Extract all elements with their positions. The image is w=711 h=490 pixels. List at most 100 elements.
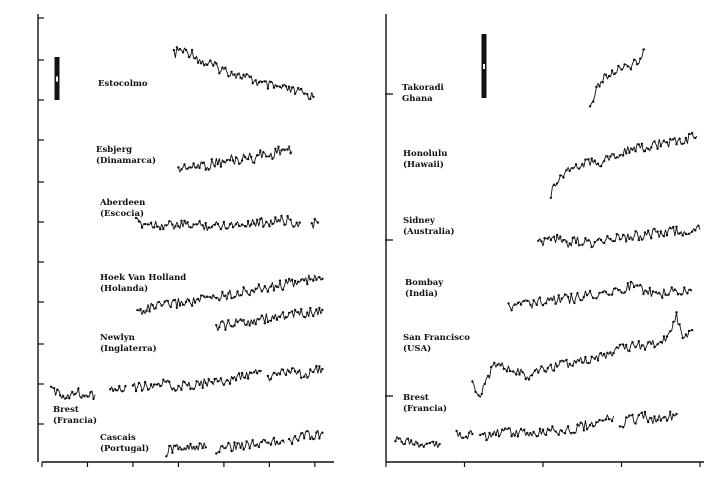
series-point bbox=[615, 233, 618, 236]
series-point bbox=[215, 324, 218, 327]
series-point bbox=[186, 167, 189, 170]
series-point bbox=[74, 392, 77, 395]
series-point bbox=[234, 222, 238, 226]
series-point bbox=[248, 324, 251, 327]
series-point bbox=[237, 372, 241, 375]
series-point bbox=[251, 439, 254, 442]
series-point bbox=[246, 377, 250, 380]
series-point bbox=[639, 283, 642, 287]
series-point bbox=[596, 238, 600, 241]
series-point bbox=[284, 85, 288, 88]
series-point bbox=[286, 148, 289, 151]
series-point bbox=[626, 282, 629, 285]
series-point bbox=[172, 299, 176, 302]
series-point bbox=[71, 390, 74, 394]
series-line bbox=[215, 437, 285, 454]
series-point bbox=[256, 154, 259, 157]
series-point bbox=[684, 232, 688, 236]
series-point bbox=[546, 237, 549, 240]
series-point bbox=[681, 336, 684, 340]
series-point bbox=[631, 238, 634, 241]
series-point bbox=[198, 383, 201, 387]
series-point bbox=[601, 419, 604, 422]
series-point bbox=[643, 348, 647, 351]
series-point bbox=[662, 139, 666, 142]
series-point bbox=[183, 380, 186, 384]
series-point bbox=[289, 218, 292, 221]
series-point bbox=[177, 384, 180, 388]
series-point bbox=[172, 48, 176, 52]
series-point bbox=[593, 240, 596, 244]
series-point bbox=[236, 442, 239, 445]
series-point bbox=[490, 365, 493, 369]
series-point bbox=[298, 221, 301, 224]
series-point bbox=[571, 167, 574, 170]
series-point bbox=[203, 63, 206, 67]
series-line bbox=[619, 411, 677, 428]
series-point bbox=[56, 388, 59, 391]
series-point bbox=[625, 343, 628, 347]
series-point bbox=[271, 222, 274, 226]
series-point bbox=[501, 428, 504, 431]
series-point bbox=[560, 297, 563, 300]
series-point bbox=[300, 432, 303, 435]
series-point bbox=[190, 48, 194, 52]
series-point bbox=[227, 319, 230, 322]
series-point bbox=[293, 370, 297, 373]
series-point bbox=[419, 444, 422, 447]
series-point bbox=[595, 297, 598, 300]
series-point bbox=[690, 230, 694, 233]
series-point bbox=[559, 360, 562, 363]
series-point bbox=[313, 217, 316, 221]
series-point bbox=[253, 371, 256, 374]
series-point bbox=[620, 68, 623, 71]
series-point bbox=[615, 346, 618, 349]
series-point bbox=[590, 157, 593, 160]
series-point bbox=[640, 344, 644, 347]
series-point bbox=[690, 328, 694, 332]
series-point bbox=[494, 433, 498, 437]
series-point bbox=[573, 431, 576, 435]
series-6: Brest(Francia) bbox=[49, 364, 324, 426]
series-point bbox=[687, 132, 691, 136]
series-point bbox=[196, 61, 200, 64]
series-point bbox=[236, 73, 239, 76]
series-point bbox=[413, 443, 416, 446]
series-point bbox=[617, 64, 620, 68]
series-point bbox=[212, 294, 215, 297]
series-name-label: Cascais bbox=[100, 433, 136, 443]
series-point bbox=[659, 230, 662, 233]
series-point bbox=[218, 72, 221, 75]
series-point bbox=[230, 296, 233, 300]
series-point bbox=[157, 300, 160, 304]
series-point bbox=[168, 380, 171, 384]
series-point bbox=[570, 292, 573, 295]
series-point bbox=[310, 222, 313, 225]
series-line bbox=[456, 429, 473, 440]
series-point bbox=[200, 294, 203, 297]
series-point bbox=[636, 62, 639, 66]
series-point bbox=[251, 82, 254, 85]
series-point bbox=[225, 159, 229, 162]
series-point bbox=[621, 343, 625, 346]
series-point bbox=[312, 437, 315, 441]
series-point bbox=[669, 226, 672, 229]
series-point bbox=[206, 295, 209, 298]
series-point bbox=[529, 303, 532, 306]
series-point bbox=[262, 151, 265, 154]
series-point bbox=[416, 442, 419, 445]
series-point bbox=[269, 377, 273, 381]
series-point bbox=[673, 288, 677, 291]
series-point bbox=[604, 73, 607, 77]
series-point bbox=[154, 306, 157, 310]
series-point bbox=[606, 235, 609, 238]
series-point bbox=[318, 306, 321, 310]
series-point bbox=[508, 369, 512, 373]
series-point bbox=[650, 146, 653, 149]
series-point bbox=[162, 378, 165, 381]
series-point bbox=[599, 165, 603, 168]
series-point bbox=[309, 97, 312, 101]
series-point bbox=[650, 237, 653, 240]
